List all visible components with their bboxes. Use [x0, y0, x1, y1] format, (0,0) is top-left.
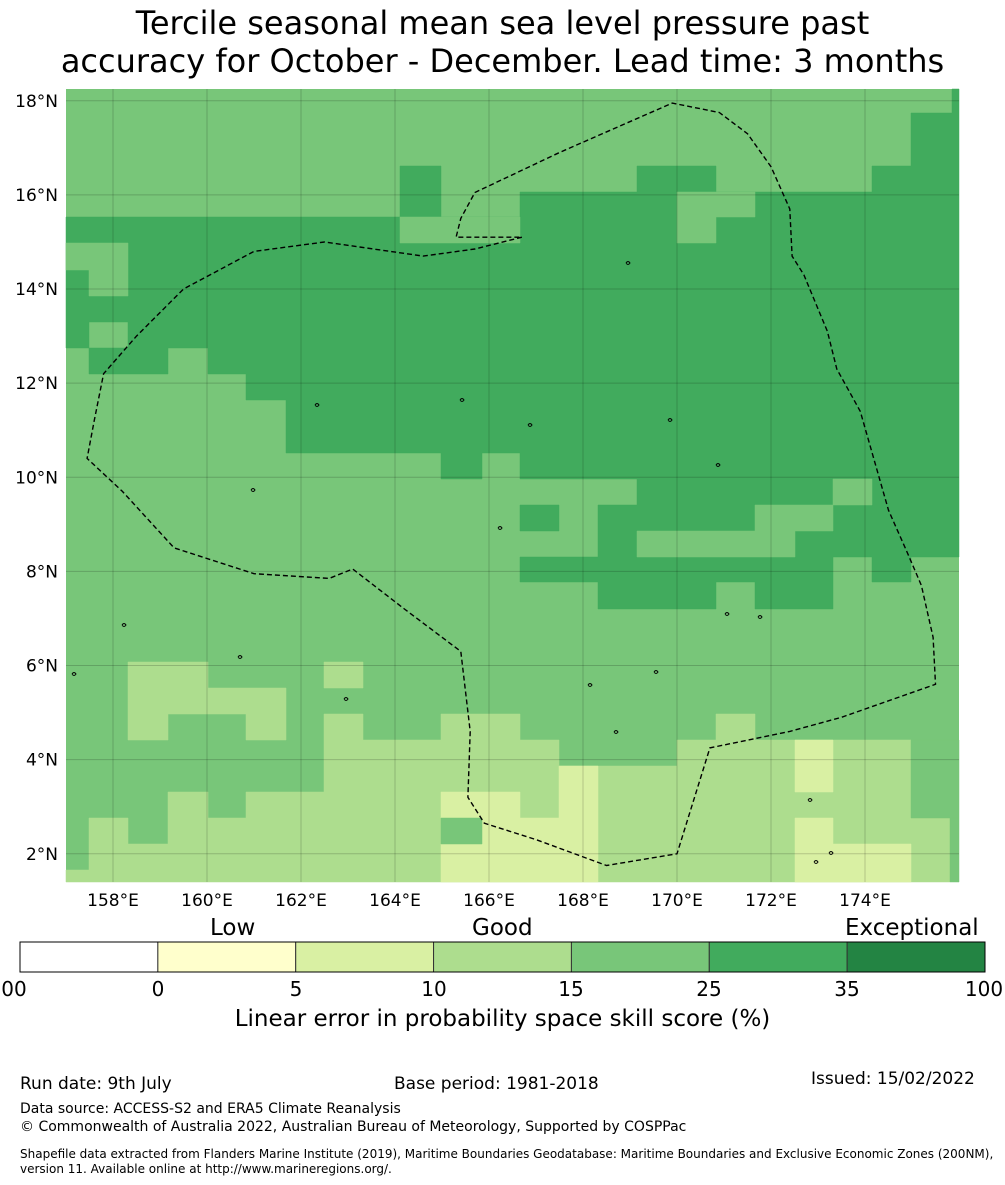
latitude-label: 4°N — [26, 751, 58, 771]
colorbar-axis-label: Linear error in probability space skill … — [234, 1006, 771, 1032]
island-outline — [828, 851, 834, 855]
latitude-label: 18°N — [15, 92, 58, 112]
skill-region — [794, 817, 912, 883]
island-outline — [497, 526, 503, 530]
skill-region — [65, 88, 960, 610]
island-outline — [121, 623, 127, 627]
latitude-label: 2°N — [26, 845, 58, 865]
island-outline — [587, 683, 593, 687]
eez-boundary — [86, 102, 937, 867]
colorbar-tick: 15 — [558, 977, 584, 1001]
longitude-label: 158°E — [87, 891, 139, 911]
skill-region — [127, 661, 287, 741]
skill-region — [399, 216, 521, 244]
colorbar — [19, 941, 986, 973]
island-outline — [715, 463, 721, 467]
island-outline — [459, 398, 465, 402]
map-title-line2: accuracy for October - December. Lead ti… — [60, 42, 945, 80]
colorbar-swatch — [295, 941, 435, 973]
data-source: Data source: ACCESS-S2 and ERA5 Climate … — [20, 1101, 401, 1117]
latitude-label: 16°N — [15, 186, 58, 206]
latitude-label: 12°N — [15, 374, 58, 394]
colorbar-swatch — [433, 941, 572, 973]
colorbar-tick: 100 — [964, 977, 1004, 1001]
island-outline — [807, 798, 813, 802]
island-outline — [757, 615, 763, 619]
skill-region — [65, 242, 129, 297]
colorbar-swatch — [846, 941, 986, 973]
skill-region — [949, 817, 960, 883]
latitude-label: 14°N — [15, 280, 58, 300]
colorbar-swatch — [708, 941, 848, 973]
colorbar-tick: 0 — [151, 977, 165, 1001]
base-period: Base period: 1981-2018 — [394, 1074, 599, 1094]
island-outline — [813, 860, 819, 864]
colorbar-label-exceptional: Exceptional — [845, 915, 979, 941]
longitude-label: 172°E — [745, 891, 797, 911]
map-gridlines — [66, 89, 959, 882]
skill-region — [440, 817, 483, 845]
longitude-labels: 158°E 160°E 162°E 164°E 166°E 168°E 170°E 172°E… — [87, 891, 891, 911]
colorbar-tick: 25 — [696, 977, 722, 1001]
colorbar-swatch — [19, 941, 159, 973]
island-outline — [625, 261, 631, 265]
latitude-label: 6°N — [26, 657, 58, 677]
skill-region — [676, 191, 756, 244]
skill-region — [636, 504, 834, 558]
island-outline — [667, 418, 673, 422]
island-outline — [71, 672, 77, 676]
map-title-line1: Tercile seasonal mean sea level pressure… — [135, 4, 870, 42]
colorbar-tick: 10 — [421, 977, 447, 1001]
island-outline — [250, 488, 256, 492]
skill-region — [519, 504, 560, 532]
latitude-label: 10°N — [15, 468, 58, 488]
longitude-label: 166°E — [463, 891, 515, 911]
longitude-label: 162°E — [275, 891, 327, 911]
shapefile-credit: Shapefile data extracted from Flanders M… — [20, 1147, 994, 1176]
island-outline — [237, 655, 243, 659]
run-date: Run date: 9th July — [20, 1074, 172, 1094]
longitude-label: 168°E — [557, 891, 609, 911]
colorbar-label-good: Good — [472, 915, 533, 941]
skill-region — [832, 478, 873, 506]
colorbar-swatch — [570, 941, 710, 973]
colorbar-tick: 35 — [834, 977, 860, 1001]
longitude-label: 170°E — [651, 891, 703, 911]
island-outline — [343, 697, 349, 701]
latitude-labels: 18°N 16°N 14°N 12°N 10°N 8°N 6°N 4°N 2°N — [15, 92, 58, 865]
island-outline — [653, 670, 659, 674]
colorbar-swatch — [157, 941, 297, 973]
island-outline — [613, 730, 619, 734]
copyright-notice: © Commonwealth of Australia 2022, Austra… — [20, 1119, 687, 1135]
skill-region — [323, 661, 364, 689]
longitude-label: 160°E — [181, 891, 233, 911]
longitude-label: 164°E — [369, 891, 421, 911]
skill-region — [794, 739, 834, 793]
longitude-label: 174°E — [839, 891, 891, 911]
skill-cells — [65, 88, 960, 883]
skill-region — [910, 739, 960, 819]
island-outline — [527, 423, 533, 427]
colorbar-tick: -100 — [0, 977, 27, 1001]
colorbar-label-low: Low — [210, 915, 256, 941]
island-outline — [724, 612, 730, 616]
island-outline — [314, 403, 320, 407]
colorbar-frame — [19, 941, 986, 973]
colorbar-tick: 5 — [289, 977, 303, 1001]
issued-date: Issued: 15/02/2022 — [811, 1069, 975, 1089]
latitude-label: 8°N — [26, 562, 58, 582]
